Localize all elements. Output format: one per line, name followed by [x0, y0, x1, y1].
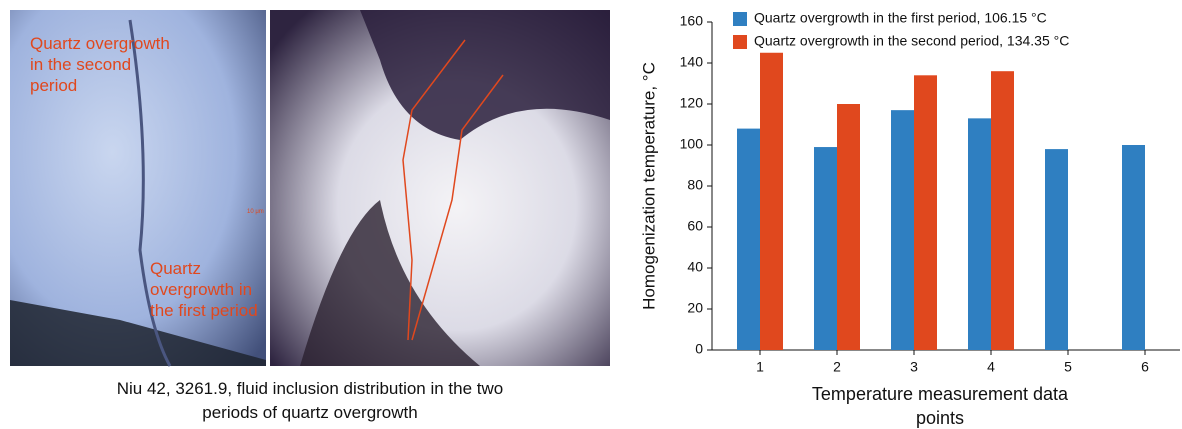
scale-label: 10 μm: [247, 208, 264, 216]
bar: [968, 118, 991, 350]
legend-label: Quartz overgrowth in the first period, 1…: [754, 10, 1047, 26]
bar: [837, 104, 860, 350]
y-tick-label: 140: [680, 54, 704, 70]
x-tick-label: 6: [1141, 359, 1149, 375]
y-tick-label: 160: [680, 13, 704, 29]
y-axis-label: Homogenization temperature, °C: [639, 62, 658, 310]
x-tick-label: 4: [987, 359, 995, 375]
bar: [991, 71, 1014, 350]
y-tick-label: 120: [680, 95, 704, 111]
caption: Niu 42, 3261.9, fluid inclusion distribu…: [100, 377, 520, 425]
y-tick-label: 100: [680, 136, 704, 152]
bar: [891, 110, 914, 350]
x-tick-label: 1: [756, 359, 764, 375]
bar: [814, 147, 837, 350]
bar: [760, 53, 783, 350]
y-tick-label: 20: [687, 300, 703, 316]
bar: [1045, 149, 1068, 350]
y-tick-label: 80: [687, 177, 703, 193]
chart: Homogenization temperature, °C 0 20 40 60 80…: [0, 0, 1182, 429]
x-tick-label: 3: [910, 359, 918, 375]
image-label: Quartz overgrowth in the first period: [150, 258, 265, 321]
legend-swatch: [733, 12, 747, 26]
bar: [914, 75, 937, 350]
image-label: Quartz overgrowth in the second period: [30, 33, 170, 96]
y-tick-label: 40: [687, 259, 703, 275]
y-tick-label: 0: [695, 341, 703, 357]
figure: Homogenization temperature, °C 0 20 40 60 80…: [0, 0, 1182, 429]
x-axis-label: Temperature measurement data points: [790, 382, 1090, 429]
bar: [1122, 145, 1145, 350]
bar: [737, 129, 760, 350]
legend-label: Quartz overgrowth in the second period, …: [754, 33, 1069, 49]
x-tick-label: 2: [833, 359, 841, 375]
x-tick-label: 5: [1064, 359, 1072, 375]
y-tick-label: 60: [687, 218, 703, 234]
legend-swatch: [733, 35, 747, 49]
